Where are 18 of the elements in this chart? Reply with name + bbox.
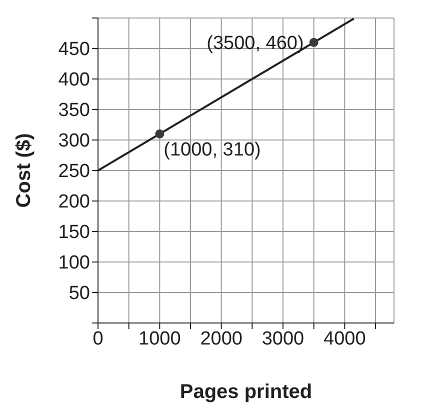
y-tick-label: 100 — [58, 252, 90, 274]
annotation: (1000, 310) — [164, 139, 261, 160]
y-tick-label: 450 — [58, 39, 90, 60]
y-tick-label: 200 — [58, 192, 90, 213]
annotation: (3500, 460) — [206, 33, 304, 54]
y-tick-label: 300 — [58, 130, 90, 152]
y-tick-label: 400 — [58, 70, 90, 91]
y-tick-label: 350 — [58, 100, 90, 122]
y-tick-label: 50 — [68, 283, 90, 304]
x-tick-label: 0 — [92, 328, 104, 350]
y-tick-label: 250 — [58, 161, 90, 182]
x-tick-label: 4000 — [324, 328, 366, 350]
x-axis-title: Pages printed — [180, 381, 312, 403]
x-tick-label: 1000 — [138, 328, 181, 350]
y-axis-title: Cost ($) — [13, 133, 36, 208]
y-tick-label: 150 — [58, 222, 90, 244]
x-tick-label: 2000 — [200, 328, 242, 350]
x-tick-label: 3000 — [262, 328, 304, 350]
